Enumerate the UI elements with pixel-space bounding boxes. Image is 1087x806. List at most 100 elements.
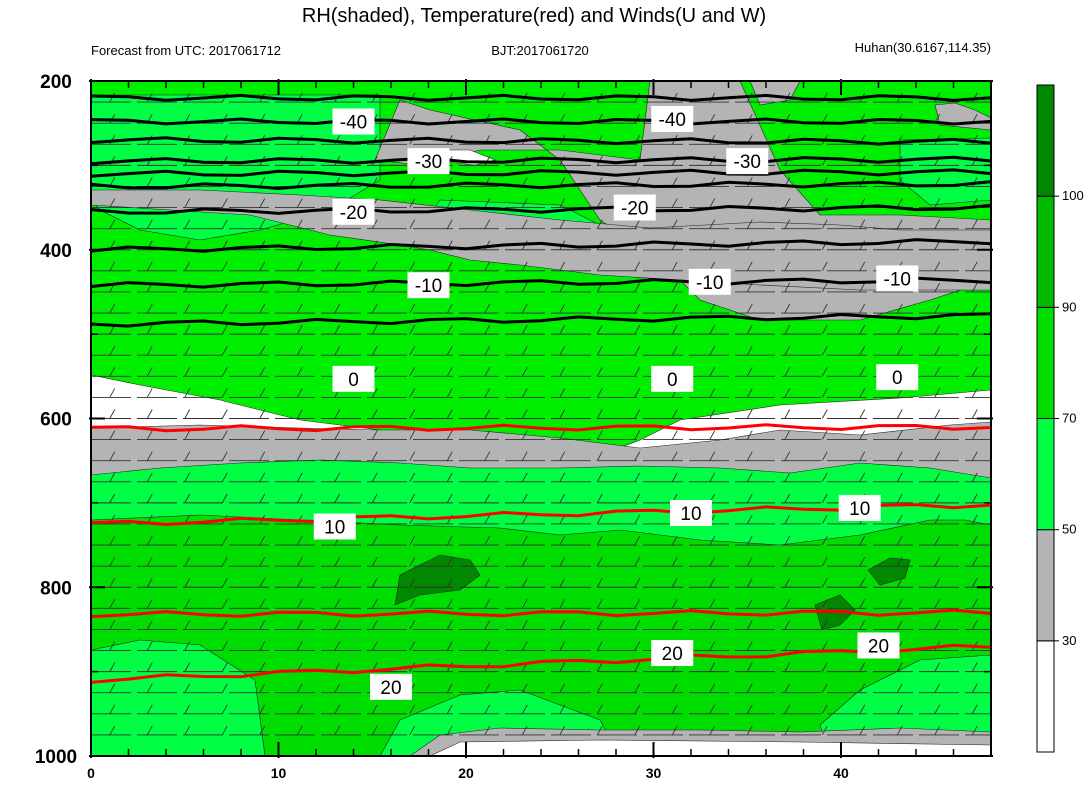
subtitle-bjt: BJT:2017061720 (491, 43, 589, 58)
wind-barb (559, 599, 566, 609)
wind-barb (446, 620, 453, 630)
wind-barb (521, 599, 528, 609)
wind-barb (784, 556, 791, 567)
wind-barb (521, 282, 528, 293)
wind-barb (221, 198, 228, 208)
wind-barb (596, 198, 603, 208)
wind-barb (709, 472, 716, 482)
wind-barb (296, 620, 303, 630)
wind-barb (521, 409, 528, 419)
wind-barb (971, 367, 978, 377)
wind-barb (184, 198, 191, 208)
wind-barb (409, 324, 416, 335)
wind-barb (334, 641, 341, 651)
wind-barb (521, 324, 528, 335)
wind-barb (971, 219, 978, 229)
wind-barb (596, 472, 603, 482)
wind-barb (709, 704, 716, 715)
wind-barb (221, 409, 228, 419)
wind-barb (934, 261, 941, 272)
wind-barb (146, 620, 153, 630)
wind-barb (371, 556, 378, 567)
wind-barb (146, 535, 153, 546)
wind-barb (184, 219, 191, 229)
wind-barb (446, 346, 453, 356)
contour-label: 20 (662, 644, 683, 665)
wind-barb (521, 556, 528, 567)
wind-barb (184, 620, 191, 630)
wind-barb (596, 704, 603, 715)
wind-barb (484, 535, 491, 546)
wind-barb (259, 556, 266, 567)
wind-barb (109, 683, 116, 693)
wind-barb (259, 662, 266, 672)
wind-barb (634, 324, 641, 335)
wind-barb (821, 641, 828, 651)
wind-barb (971, 303, 978, 314)
wind-barb (896, 599, 903, 609)
wind-barb (521, 219, 528, 229)
wind-barb (446, 704, 453, 715)
temperature-contour-line (90, 423, 992, 433)
wind-barb (371, 346, 378, 356)
wind-barb (146, 493, 153, 504)
wind-barb (784, 388, 791, 398)
wind-barb (334, 599, 341, 609)
wind-barb (821, 409, 828, 419)
wind-barb (784, 472, 791, 482)
wind-barb (221, 578, 228, 588)
wind-barb (259, 261, 266, 272)
wind-barb (259, 430, 266, 440)
wind-barb (259, 282, 266, 293)
contour-label-box (726, 148, 769, 175)
contour-label: -20 (340, 203, 367, 224)
wind-barb (934, 451, 941, 461)
wind-barb (746, 346, 753, 356)
wind-barb (934, 303, 941, 314)
wind-barb (971, 662, 978, 672)
wind-barb (596, 620, 603, 630)
wind-barb (971, 472, 978, 482)
wind-barb (896, 725, 903, 736)
wind-barb (221, 599, 228, 609)
wind-barb (934, 599, 941, 609)
wind-barb (296, 556, 303, 567)
contour-label-box (332, 198, 375, 225)
wind-barb (109, 367, 116, 377)
colorbar-swatch (1036, 195, 1055, 308)
wind-barb (484, 725, 491, 736)
wind-barb (409, 704, 416, 715)
wind-barb (671, 599, 678, 609)
wind-barb (934, 683, 941, 693)
wind-barb (296, 451, 303, 461)
wind-barb (559, 324, 566, 335)
wind-barb (746, 641, 753, 651)
wind-barb (109, 620, 116, 630)
wind-barb (971, 556, 978, 567)
subtitle-forecast: Forecast from UTC: 2017061712 (91, 43, 281, 58)
wind-barb (221, 620, 228, 630)
wind-barb (521, 514, 528, 525)
wind-barb (559, 725, 566, 736)
contour-label: 0 (348, 370, 359, 391)
colorbar-label: 90 (1062, 299, 1076, 314)
wind-barb (334, 556, 341, 567)
wind-barb (934, 472, 941, 482)
wind-barb (446, 324, 453, 335)
wind-barb (184, 535, 191, 546)
wind-barb (709, 219, 716, 229)
wind-barb (559, 578, 566, 588)
wind-barb (784, 683, 791, 693)
wind-barb (296, 303, 303, 314)
chart-title: RH(shaded), Temperature(red) and Winds(U… (302, 5, 766, 27)
wind-barb (334, 303, 341, 314)
wind-barb (971, 599, 978, 609)
contour-label: 0 (667, 370, 678, 391)
wind-barb (259, 303, 266, 314)
wind-barb (634, 535, 641, 546)
wind-barb (596, 641, 603, 651)
wind-barb (109, 198, 116, 208)
wind-barb (784, 430, 791, 440)
wind-barb (746, 324, 753, 335)
temperature-contour-line (90, 117, 992, 126)
